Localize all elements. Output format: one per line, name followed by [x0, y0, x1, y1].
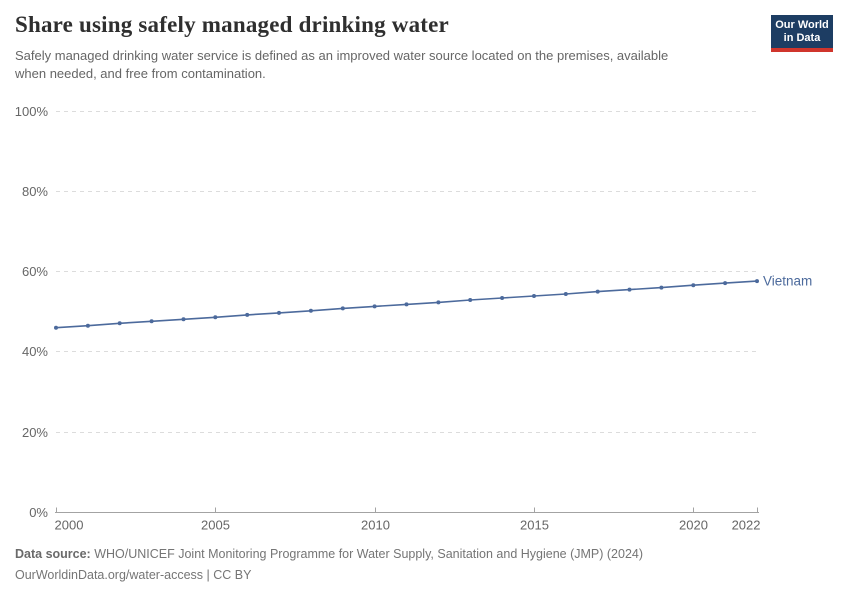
data-point — [532, 294, 536, 298]
chart-subtitle: Safely managed drinking water service is… — [15, 48, 669, 82]
data-point — [245, 312, 250, 317]
y-axis-tick-label: 40% — [22, 344, 48, 359]
data-point — [308, 308, 313, 313]
data-point — [755, 279, 759, 284]
data-source-label: Data source: — [15, 547, 91, 561]
data-point — [213, 315, 218, 320]
x-axis-tick-label: 2005 — [201, 518, 230, 533]
data-point — [723, 281, 728, 286]
data-point — [149, 319, 154, 324]
data-point — [659, 285, 664, 290]
license-line: OurWorldinData.org/water-access | CC BY — [15, 565, 643, 586]
data-point — [627, 287, 632, 292]
x-axis-tick-label: 2000 — [55, 518, 84, 533]
x-axis-tick-label: 2010 — [361, 518, 390, 533]
data-point — [691, 283, 696, 288]
data-point — [468, 298, 473, 302]
series-label: Vietnam — [763, 274, 812, 289]
owid-logo-line2: in Data — [783, 32, 821, 44]
data-point — [181, 317, 186, 322]
data-point — [340, 306, 345, 311]
data-point — [277, 310, 281, 315]
data-point — [117, 321, 122, 326]
owid-logo-line1: Our World — [775, 19, 829, 31]
page-title: Share using safely managed drinking wate… — [15, 12, 449, 37]
data-point — [54, 325, 58, 330]
x-axis-tick-label: 2020 — [679, 518, 708, 533]
chart-header: Share using safely managed drinking wate… — [15, 12, 677, 84]
data-source-text: WHO/UNICEF Joint Monitoring Programme fo… — [90, 547, 644, 561]
y-axis-tick-label: 100% — [15, 104, 49, 119]
owid-logo[interactable]: Our World in Data — [771, 15, 833, 52]
footer-license: CC BY — [213, 568, 252, 582]
data-source-line: Data source: WHO/UNICEF Joint Monitoring… — [15, 544, 643, 565]
data-point — [372, 304, 377, 309]
y-axis-tick-label: 60% — [22, 264, 48, 279]
data-point — [595, 289, 600, 294]
data-point — [404, 302, 409, 307]
y-axis-tick-label: 20% — [22, 425, 48, 440]
data-point — [436, 300, 441, 305]
y-axis-tick-label: 0% — [29, 505, 48, 520]
footer-url-link[interactable]: OurWorldinData.org/water-access — [15, 568, 204, 582]
footer-divider: | — [203, 568, 214, 582]
x-axis-tick-label: 2015 — [520, 518, 549, 533]
chart-footer: Data source: WHO/UNICEF Joint Monitoring… — [15, 544, 643, 586]
data-point — [500, 296, 505, 300]
x-axis-tick-label: 2022 — [732, 518, 761, 533]
data-point — [563, 292, 568, 296]
data-point — [85, 323, 90, 328]
y-axis-tick-label: 80% — [22, 184, 48, 199]
